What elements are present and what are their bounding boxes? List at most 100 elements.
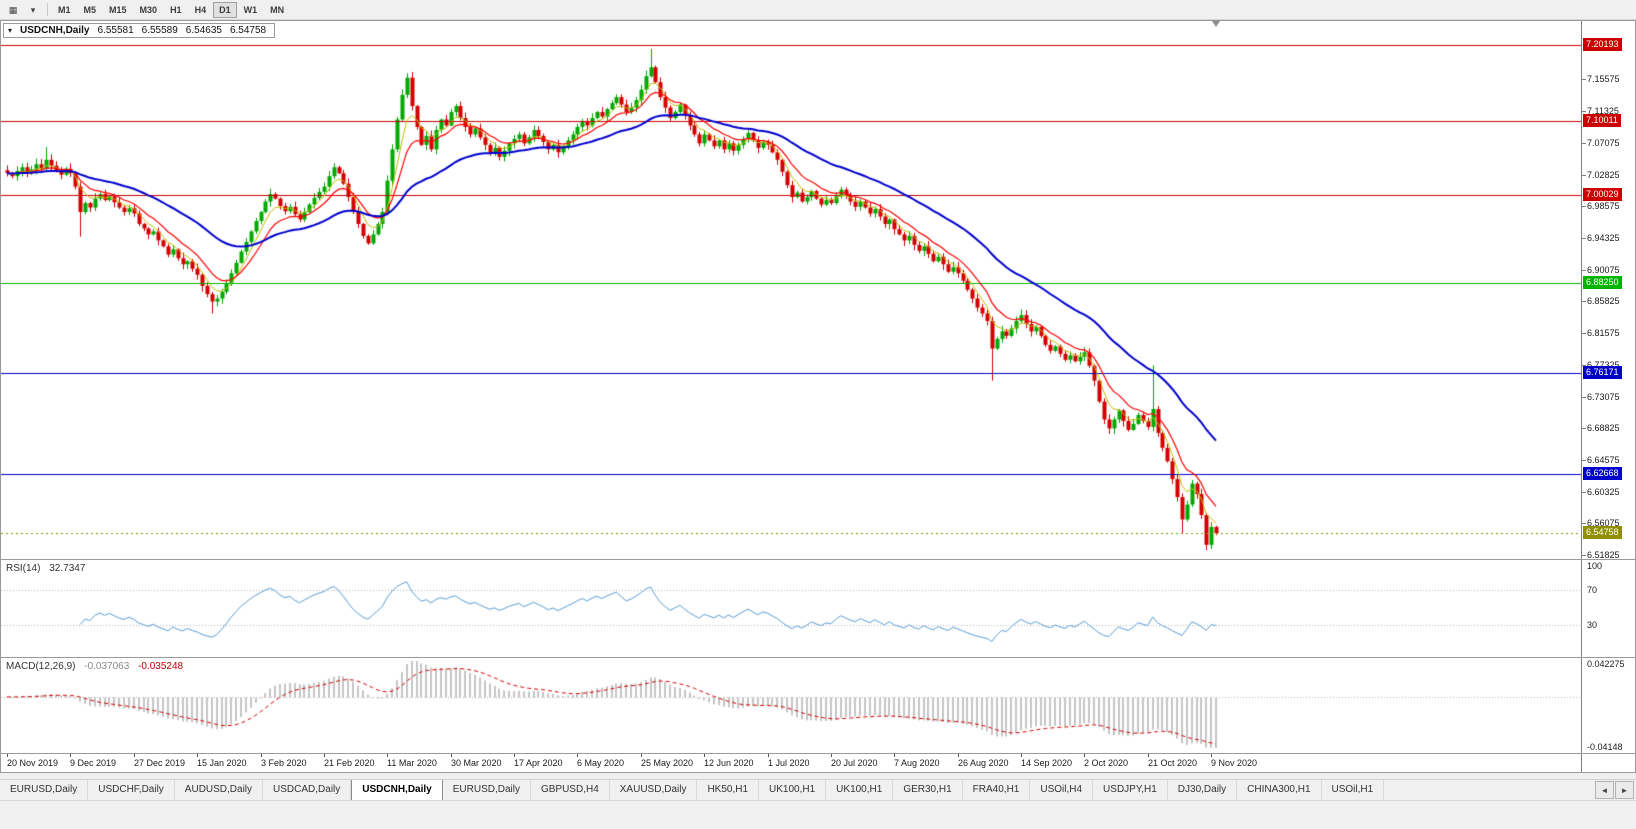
timeframes-dropdown-icon[interactable]: ▾ — [23, 3, 43, 19]
chart-tab-bar: EURUSD,Daily USDCHF,Daily AUDUSD,Daily USDC… — [0, 779, 1636, 800]
chart-tab-ger30-h1[interactable]: GER30,H1 — [893, 780, 963, 800]
macd-value: -0.037063 — [84, 661, 130, 672]
date-axis[interactable]: 20 Nov 2019 9 Dec 2019 27 Dec 2019 15 Jan 2… — [1, 754, 1581, 772]
timeframe-button-h1[interactable]: H1 — [164, 2, 188, 18]
timeframe-button-m15[interactable]: M15 — [103, 2, 133, 18]
macd-signal-value: -0.035248 — [138, 661, 184, 672]
macd-indicator-canvas[interactable] — [1, 658, 1581, 753]
date-tick-label: 12 Jun 2020 — [704, 758, 754, 768]
chart-tab-dj30-daily[interactable]: DJ30,Daily — [1168, 780, 1238, 800]
date-tick-mark — [1211, 754, 1212, 757]
chart-tab-usoil-h4[interactable]: USOil,H4 — [1030, 780, 1094, 800]
timeframe-button-h4[interactable]: H4 — [189, 2, 213, 18]
chart-tab-fra40-h1[interactable]: FRA40,H1 — [963, 780, 1031, 800]
current-price-badge: 6.54758 — [1583, 526, 1622, 540]
date-tick-label: 6 May 2020 — [577, 758, 625, 768]
date-tick-label: 15 Jan 2020 — [197, 758, 247, 768]
chart-tab-china300-h1[interactable]: CHINA300,H1 — [1237, 780, 1322, 800]
price-tick-label: 7.11325 — [1587, 106, 1619, 117]
timeframe-button-m5[interactable]: M5 — [78, 2, 103, 18]
price-tick-mark — [1582, 492, 1586, 493]
timeframe-button-mn[interactable]: MN — [264, 2, 290, 18]
chart-tab-usoil-h1[interactable]: USOil,H1 — [1322, 780, 1385, 800]
date-tick-mark — [894, 754, 895, 757]
price-tick-mark — [1582, 460, 1586, 461]
price-tick-mark — [1582, 238, 1586, 239]
toolbar: ▦ ▾ M1 M5 M15 M30 H1 H4 D1 W1 MN — [0, 0, 1636, 20]
price-tick-mark — [1582, 111, 1586, 112]
macd-name: MACD(12,26,9) — [6, 661, 76, 672]
price-tick-mark — [1582, 365, 1586, 366]
tab-scroll-left-button[interactable]: ◄ — [1595, 781, 1614, 799]
price-tick-mark — [1582, 79, 1586, 80]
date-tick-label: 14 Sep 2020 — [1021, 758, 1073, 768]
date-tick-label: 27 Dec 2019 — [134, 758, 186, 768]
price-tick-mark — [1582, 206, 1586, 207]
date-tick-mark — [1148, 754, 1149, 757]
price-tick-mark — [1582, 333, 1586, 334]
chart-window: ▾ USDCNH,Daily 6.55581 6.55589 6.54635 6… — [0, 20, 1636, 773]
timeframe-button-w1[interactable]: W1 — [238, 2, 264, 18]
price-tick-mark — [1582, 143, 1586, 144]
hline-price-badge: 7.20193 — [1583, 37, 1622, 51]
panel-divider[interactable] — [1, 657, 1635, 658]
hline-price-badge: 7.10011 — [1583, 113, 1621, 127]
chart-type-icon[interactable]: ▦ — [3, 3, 23, 19]
chart-tab-hk50-h1[interactable]: HK50,H1 — [697, 780, 760, 800]
price-tick-label: 6.60325 — [1587, 486, 1620, 497]
date-tick-mark — [197, 754, 198, 757]
chart-tab-uk100-h1[interactable]: UK100,H1 — [759, 780, 827, 800]
chart-tab-eurusd-daily[interactable]: EURUSD,Daily — [0, 780, 89, 800]
date-tick-label: 7 Aug 2020 — [894, 758, 940, 768]
price-axis[interactable]: 7.15575 7.11325 7.07075 7.02825 6.98575 6.943… — [1581, 21, 1635, 772]
timeframe-button-m30[interactable]: M30 — [134, 2, 164, 18]
chart-tab-xauusd-daily[interactable]: XAUUSD,Daily — [610, 780, 698, 800]
price-tick-label: 6.98575 — [1587, 201, 1620, 212]
ohlc-low-value: 6.54635 — [185, 25, 222, 36]
chart-tab-usdjpy-h1[interactable]: USDJPY,H1 — [1093, 780, 1168, 800]
date-tick-mark — [261, 754, 262, 757]
date-tick-mark — [1084, 754, 1085, 757]
chart-tab-eurusd-daily[interactable]: EURUSD,Daily — [443, 780, 531, 800]
date-tick-label: 30 Mar 2020 — [451, 758, 502, 768]
price-tick-label: 6.90075 — [1587, 264, 1620, 275]
price-tick-label: 6.51825 — [1587, 550, 1620, 561]
chart-tab-gbpusd-h4[interactable]: GBPUSD,H4 — [531, 780, 610, 800]
status-bar — [0, 800, 1636, 829]
symbol-timeframe-label: USDCNH,Daily — [20, 25, 90, 36]
date-tick-mark — [70, 754, 71, 757]
rsi-indicator-canvas[interactable] — [1, 560, 1581, 657]
timeframe-button-d1[interactable]: D1 — [213, 1, 237, 18]
chart-tab-uk100-h1[interactable]: UK100,H1 — [826, 780, 894, 800]
rsi-value: 32.7347 — [49, 563, 86, 574]
tab-scroll-right-button[interactable]: ► — [1615, 781, 1634, 799]
oneclick-trading-collapse-icon[interactable]: ▾ — [8, 26, 13, 35]
price-tick-mark — [1582, 428, 1586, 429]
date-tick-mark — [958, 754, 959, 757]
chart-tab-audusd-daily[interactable]: AUDUSD,Daily — [175, 780, 264, 800]
price-tick-label: 6.94325 — [1587, 232, 1620, 243]
rsi-axis-label: 70 — [1587, 584, 1598, 595]
panel-divider[interactable] — [1, 559, 1635, 560]
price-chart-canvas[interactable] — [1, 21, 1581, 559]
price-tick-mark — [1582, 301, 1586, 302]
chart-ohlc-header: ▾ USDCNH,Daily 6.55581 6.55589 6.54635 6… — [3, 23, 276, 38]
date-tick-mark — [134, 754, 135, 757]
date-tick-label: 2 Oct 2020 — [1084, 758, 1129, 768]
panel-divider[interactable] — [1, 753, 1635, 754]
hline-price-badge: 6.88250 — [1583, 276, 1622, 290]
price-tick-mark — [1582, 175, 1586, 176]
price-tick-label: 6.85825 — [1587, 296, 1620, 307]
price-tick-mark — [1582, 397, 1586, 398]
timeframe-button-m1[interactable]: M1 — [52, 2, 77, 18]
ohlc-high-value: 6.55589 — [141, 25, 178, 36]
chart-tab-usdcad-daily[interactable]: USDCAD,Daily — [263, 780, 352, 800]
date-tick-mark — [7, 754, 8, 757]
rsi-axis-label: 100 — [1587, 561, 1603, 571]
date-tick-label: 26 Aug 2020 — [958, 758, 1009, 768]
chart-tab-usdcnh-daily[interactable]: USDCNH,Daily — [351, 780, 443, 800]
price-tick-label: 7.07075 — [1587, 137, 1620, 148]
date-tick-label: 9 Dec 2019 — [70, 758, 117, 768]
chart-tab-usdchf-daily[interactable]: USDCHF,Daily — [88, 780, 175, 800]
price-tick-label: 6.56075 — [1587, 518, 1620, 529]
